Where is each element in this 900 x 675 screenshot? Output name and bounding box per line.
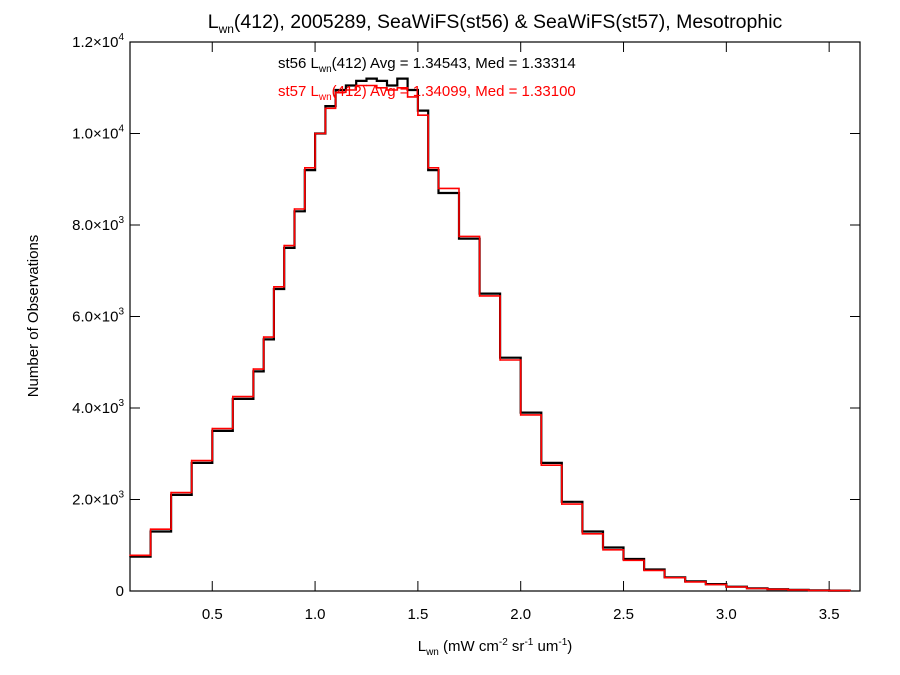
series-point-0 <box>427 169 430 171</box>
y-axis-label: Number of Observations <box>25 235 42 398</box>
y-tick-label: 2.0×103 <box>72 490 124 509</box>
series-point-1 <box>262 336 265 338</box>
x-axis-label: Lwn (mW cm-2 sr-1 um-1) <box>418 637 573 658</box>
x-tick-label: 2.0 <box>510 606 531 623</box>
series-point-1 <box>252 368 255 370</box>
series-point-0 <box>376 80 378 82</box>
series-point-1 <box>561 503 563 505</box>
series-point-1 <box>519 414 522 416</box>
annotation-st57: st57 Lwn(412) Avg = 1.34099, Med = 1.331… <box>278 83 576 103</box>
series-point-1 <box>345 89 347 91</box>
series-point-0 <box>355 80 358 82</box>
series-point-0 <box>437 192 440 194</box>
series-point-1 <box>293 208 296 210</box>
series-point-1 <box>437 187 440 190</box>
series-point-1 <box>314 132 316 135</box>
series-point-0 <box>129 555 131 558</box>
series-line-0 <box>130 77 851 592</box>
x-tick-label: 3.5 <box>819 606 840 623</box>
series-point-1 <box>581 533 584 535</box>
series-point-1 <box>725 586 728 588</box>
x-tick-label: 1.0 <box>305 606 326 623</box>
series-point-0 <box>458 237 460 240</box>
annotation-st56: st56 Lwn(412) Avg = 1.34543, Med = 1.333… <box>278 55 576 75</box>
series-point-1 <box>129 554 131 557</box>
series-point-1 <box>334 91 337 94</box>
series-point-1 <box>376 87 378 89</box>
chart-title: Lwn(412), 2005289, SeaWiFS(st56) & SeaWi… <box>208 11 783 36</box>
y-tick-label: 1.2×104 <box>72 32 124 51</box>
series-point-1 <box>643 569 645 572</box>
series-point-1 <box>602 549 604 551</box>
series-point-1 <box>406 96 409 98</box>
x-tick-label: 2.5 <box>613 606 634 623</box>
series-point-1 <box>540 464 543 467</box>
series-point-1 <box>190 459 193 462</box>
x-tick-label: 1.5 <box>407 606 428 623</box>
series-point-0 <box>345 84 347 87</box>
series-layer <box>129 77 851 592</box>
series-point-1 <box>365 84 368 87</box>
series-point-1 <box>324 107 327 110</box>
series-point-0 <box>396 77 399 80</box>
series-point-1 <box>232 395 234 398</box>
series-point-0 <box>334 89 337 91</box>
plot-frame <box>129 41 861 592</box>
x-tick-label: 3.0 <box>716 606 737 623</box>
series-point-1 <box>283 244 286 247</box>
y-axis-ticks: 0 2.0×103 4.0×103 6.0×103 8.0×103 1.0×104 1.2×… <box>72 32 860 600</box>
series-point-1 <box>304 167 306 169</box>
series-point-1 <box>355 84 358 87</box>
series-point-0 <box>324 105 327 107</box>
series-point-1 <box>746 587 748 590</box>
y-tick-label: 4.0×103 <box>72 398 124 417</box>
y-tick-label: 0 <box>116 583 124 600</box>
series-point-1 <box>273 286 275 288</box>
series-point-1 <box>458 235 460 238</box>
series-point-1 <box>149 528 152 530</box>
y-tick-label: 1.0×104 <box>72 124 124 143</box>
series-point-1 <box>807 589 810 592</box>
x-axis-ticks: 0.5 1.0 1.5 2.0 2.5 3.0 3.5 <box>202 42 840 623</box>
series-point-1 <box>705 583 707 586</box>
y-tick-label: 8.0×103 <box>72 215 124 234</box>
series-point-0 <box>365 77 368 80</box>
x-tick-label: 0.5 <box>202 606 223 623</box>
series-point-1 <box>766 588 769 591</box>
series-point-1 <box>848 590 851 592</box>
series-point-1 <box>417 114 419 116</box>
series-point-1 <box>787 589 789 591</box>
series-point-0 <box>386 84 388 87</box>
series-point-1 <box>478 295 481 297</box>
series-point-1 <box>396 87 399 89</box>
series-point-1 <box>663 576 666 579</box>
series-point-1 <box>211 427 214 430</box>
series-point-1 <box>170 491 172 494</box>
series-point-1 <box>828 589 830 592</box>
y-tick-label: 6.0×103 <box>72 307 124 326</box>
series-line-1 <box>130 84 851 592</box>
series-point-1 <box>622 559 625 562</box>
series-point-1 <box>684 581 686 583</box>
series-point-1 <box>427 167 430 169</box>
series-point-1 <box>386 89 388 91</box>
series-point-1 <box>499 359 501 361</box>
